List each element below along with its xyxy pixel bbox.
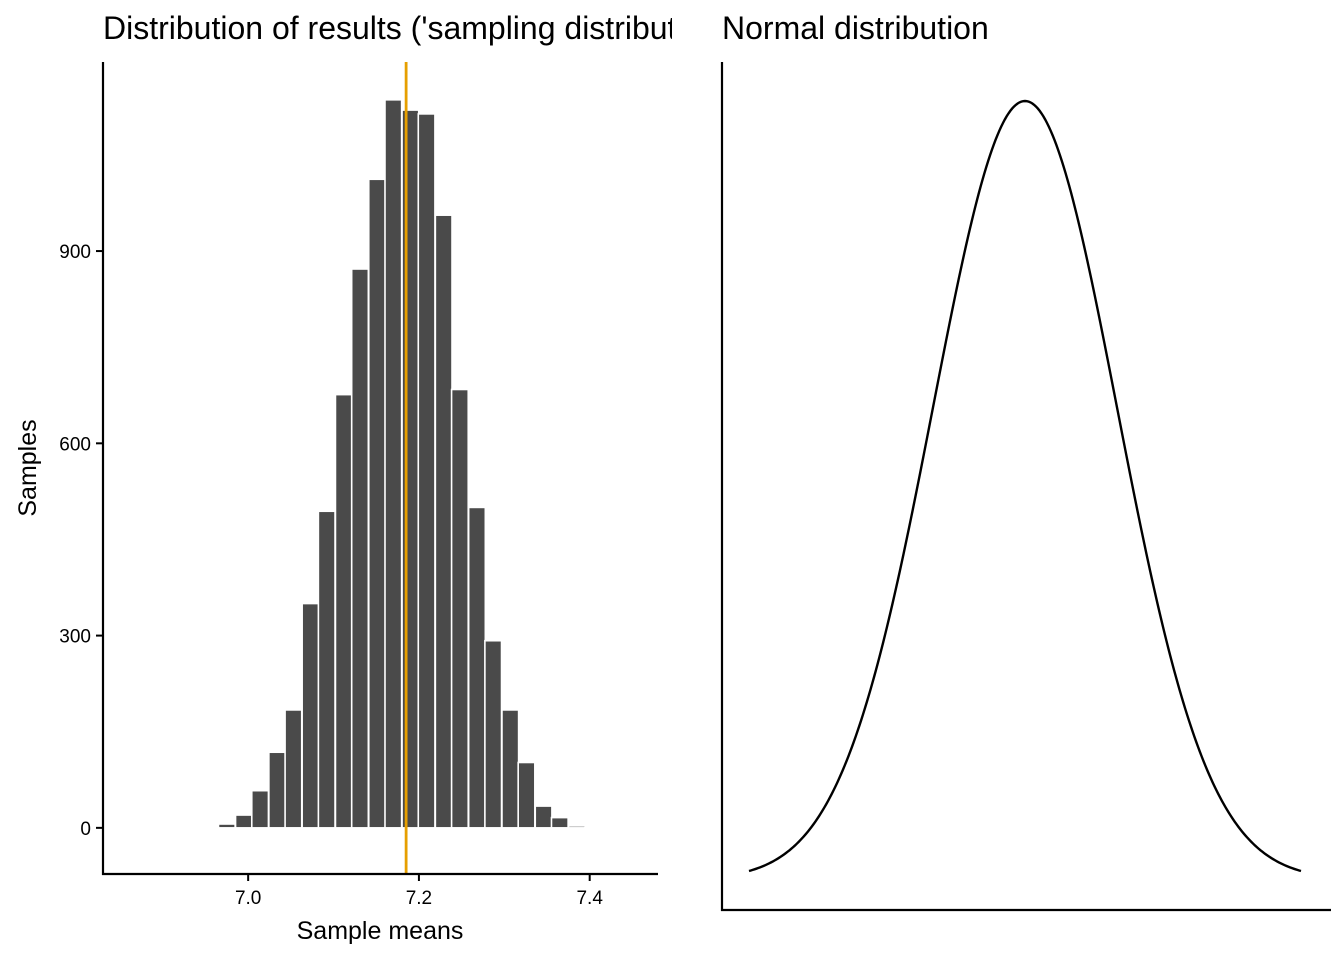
histogram-bar (450, 388, 470, 829)
y-tick-label: 900 (59, 242, 91, 263)
histogram-bar (534, 805, 553, 829)
histogram-bar (250, 789, 270, 829)
histogram-bar (550, 816, 569, 829)
histogram-y-axis-title: Samples (14, 419, 42, 516)
histogram-title: Distribution of results ('sampling distr… (103, 10, 736, 46)
histogram-bar (217, 823, 236, 829)
histogram-x-ticks: 7.0 7.2 7.4 (235, 874, 603, 909)
histogram-bar (501, 709, 520, 829)
histogram-bar (334, 393, 353, 829)
y-tick-label: 300 (59, 627, 91, 648)
histogram-bar (268, 751, 287, 829)
histogram-bar (284, 709, 303, 829)
y-tick-label: 0 (80, 819, 91, 840)
normal-panel: Normal distribution (720, 10, 1331, 912)
histogram-bar (317, 510, 336, 829)
y-tick-label: 600 (59, 434, 91, 455)
normal-title: Normal distribution (722, 10, 989, 46)
histogram-bar (301, 602, 320, 829)
histogram-bar (484, 639, 503, 829)
histogram-bar (401, 109, 420, 829)
normal-curve (748, 99, 1302, 873)
histogram-bar (583, 827, 603, 830)
histogram-bar (434, 214, 453, 829)
histogram-bar (350, 268, 370, 829)
x-tick-label: 7.4 (576, 888, 603, 909)
histogram-bar (567, 825, 587, 829)
histogram-bar (467, 506, 487, 829)
x-tick-label: 7.2 (406, 888, 432, 909)
histogram-bar (417, 113, 436, 829)
histogram-bar (234, 814, 254, 829)
histogram-y-ticks: 0 300 600 900 (59, 242, 103, 840)
histogram-panel: Distribution of results ('sampling distr… (14, 10, 736, 945)
x-tick-label: 7.0 (235, 888, 261, 909)
histogram-bars (217, 99, 603, 830)
histogram-bar (517, 761, 536, 829)
histogram-x-axis-title: Sample means (297, 917, 464, 945)
histogram-bar (384, 99, 403, 829)
histogram-bar (367, 178, 387, 829)
